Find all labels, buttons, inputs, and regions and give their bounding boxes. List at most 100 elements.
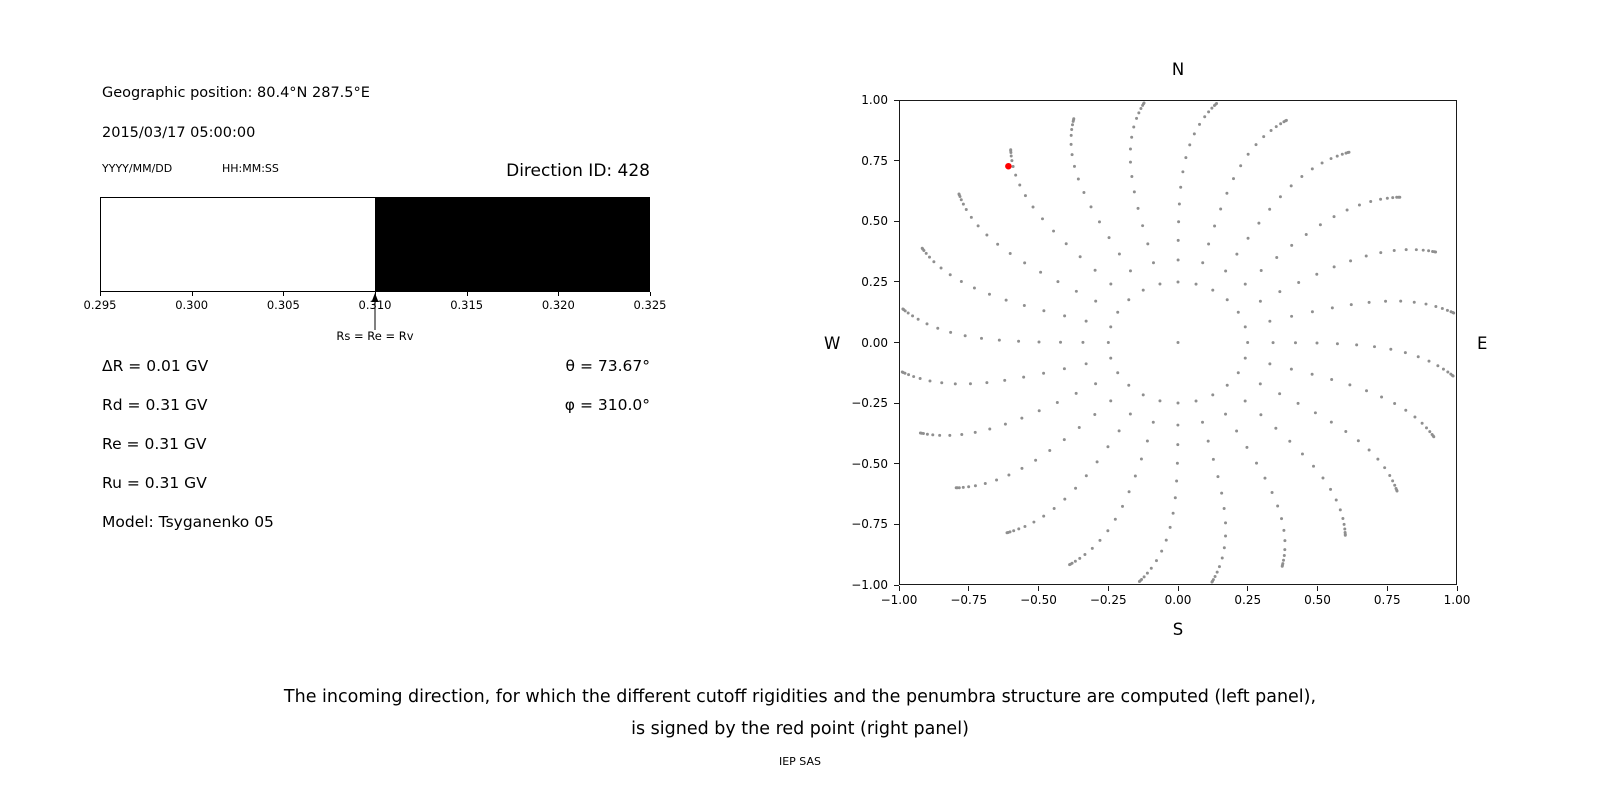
direction-sample-dot: [1392, 248, 1396, 252]
direction-sample-dot: [1280, 517, 1284, 521]
direction-sample-dot: [1330, 306, 1334, 310]
direction-sample-dot: [1225, 298, 1229, 302]
direction-sample-dot: [1315, 272, 1319, 276]
direction-sample-dot: [1176, 258, 1180, 262]
penumbra-tick-mark: [558, 292, 560, 296]
direction-sample-dot: [1106, 341, 1110, 344]
direction-sample-dot: [1243, 399, 1247, 403]
direction-sample-dot: [1318, 223, 1322, 227]
param-model: Model: Tsyganenko 05: [102, 513, 274, 531]
direction-sample-dot: [938, 433, 942, 437]
selected-direction-dot: [1005, 162, 1012, 170]
direction-sample-dot: [1300, 452, 1304, 456]
direction-sample-dot: [1160, 549, 1164, 553]
direction-sample-dot: [1127, 298, 1131, 302]
direction-sample-dot: [1225, 191, 1229, 195]
direction-sample-dot: [1064, 242, 1068, 246]
y-tick-label: 0.00: [861, 335, 888, 350]
direction-sample-dot: [1293, 341, 1297, 345]
direction-sample-dot: [1263, 476, 1267, 480]
direction-sample-dot: [1235, 252, 1239, 256]
direction-sample-dot: [1343, 533, 1347, 537]
direction-sample-dot: [1441, 367, 1445, 371]
direction-sample-dot: [1219, 207, 1223, 211]
direction-sample-dot: [1070, 153, 1074, 157]
direction-sample-dot: [920, 246, 924, 250]
direction-sample-dot: [1385, 196, 1389, 200]
compass-label-east: E: [1477, 334, 1488, 353]
direction-sample-dot: [1239, 164, 1243, 168]
x-tick-mark: [1317, 586, 1318, 591]
direction-sample-dot: [1094, 299, 1098, 303]
direction-sample-dot: [996, 242, 1000, 246]
x-tick-label: −0.25: [1089, 593, 1127, 607]
direction-sample-dot: [1268, 207, 1272, 211]
direction-sample-dot: [912, 375, 916, 379]
direction-sample-dot: [1369, 199, 1373, 203]
angle-phi: φ = 310.0°: [564, 396, 650, 414]
direction-sample-dot: [1427, 359, 1431, 363]
direction-sample-dot: [1095, 460, 1099, 464]
direction-sample-dot: [1073, 559, 1077, 563]
x-tick-label: −0.50: [1020, 593, 1057, 607]
direction-sample-dot: [1094, 382, 1098, 386]
direction-id: Direction ID: 428: [506, 161, 650, 181]
direction-sample-dot: [1188, 143, 1192, 147]
direction-sample-dot: [1334, 498, 1338, 502]
direction-sample-dot: [1009, 148, 1013, 152]
direction-sample-dot: [960, 433, 964, 437]
direction-sample-dot: [1274, 426, 1278, 430]
direction-sample-dot: [1304, 232, 1308, 236]
direction-sample-dot: [1078, 556, 1082, 560]
direction-sample-dot: [1367, 300, 1371, 304]
direction-sample-dot: [1082, 191, 1086, 195]
direction-sample-dot: [1128, 269, 1132, 273]
direction-sample-dot: [1056, 280, 1060, 284]
direction-sample-dot: [1078, 255, 1082, 259]
direction-sample-dot: [1290, 314, 1294, 318]
direction-sample-dot: [1109, 325, 1113, 329]
direction-sample-dot: [1412, 300, 1416, 304]
direction-sample-dot: [1268, 362, 1272, 366]
direction-sample-dot: [964, 208, 968, 212]
direction-sample-dot: [925, 322, 929, 326]
direction-sample-dot: [1224, 269, 1228, 273]
direction-sample-dot: [1356, 439, 1360, 443]
direction-sample-dot: [1399, 299, 1403, 303]
direction-sample-dot: [1403, 351, 1407, 355]
credit-label: IEP SAS: [778, 755, 822, 768]
y-tick-mark: [894, 160, 899, 162]
direction-sample-dot: [1330, 378, 1334, 382]
direction-sample-dot: [1258, 299, 1262, 303]
direction-sample-dot: [1093, 268, 1097, 272]
x-tick-mark: [1247, 586, 1249, 591]
direction-sample-dot: [1062, 438, 1066, 442]
direction-sample-dot: [1246, 236, 1250, 240]
penumbra-axis: 0.295 0.300 0.305 0.310 0.315 0.320 0.325: [84, 292, 666, 316]
direction-sample-dot: [972, 286, 976, 290]
direction-sample-dot: [916, 317, 920, 321]
direction-sample-dot: [1176, 401, 1180, 405]
direction-sample-dot: [1220, 556, 1224, 560]
direction-sample-dot: [1074, 391, 1078, 395]
direction-sample-dot: [1342, 522, 1346, 526]
direction-sample-dot: [1151, 261, 1155, 265]
direction-sample-dot: [1113, 517, 1117, 521]
direction-sample-dot: [1192, 132, 1196, 136]
direction-sample-dot: [1404, 408, 1408, 412]
direction-sample-dot: [1224, 521, 1228, 525]
direction-sample-dot: [1168, 525, 1172, 529]
direction-sample-dot: [1215, 570, 1219, 574]
direction-sample-dot: [1222, 507, 1226, 511]
direction-sample-dot: [1278, 392, 1282, 396]
direction-sample-dot: [1176, 341, 1180, 344]
y-tick-mark: [894, 584, 899, 586]
direction-sample-dot: [1031, 205, 1035, 209]
direction-sample-dot: [1034, 458, 1038, 462]
x-tick-mark: [1177, 586, 1179, 591]
direction-sample-dot: [1388, 473, 1392, 477]
direction-sample-dot: [1194, 399, 1198, 403]
direction-sample-dot: [1081, 340, 1085, 344]
direction-sample-dot: [980, 336, 984, 340]
direction-sample-dot: [963, 334, 967, 338]
